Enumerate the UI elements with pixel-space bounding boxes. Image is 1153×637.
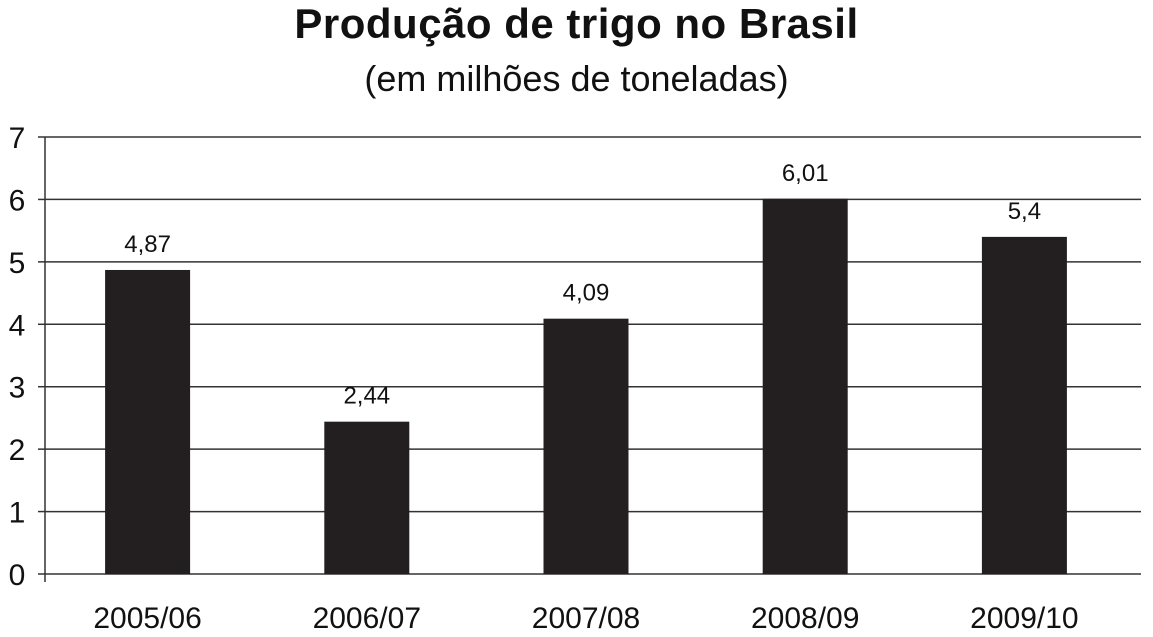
y-tick-label: 5	[9, 247, 26, 280]
y-tick-label: 6	[9, 184, 26, 217]
x-category-label: 2006/07	[313, 602, 421, 635]
axes	[38, 136, 46, 582]
y-tick-label: 4	[9, 309, 26, 342]
labels: 0 1 2 3 4 5 6 7 4,87 2005/06 2,44 2006/07 4,09 2007/0…	[9, 122, 1079, 635]
x-category-label: 2005/06	[93, 602, 201, 635]
y-tick-label: 3	[9, 372, 26, 405]
data-label: 4,09	[563, 280, 610, 307]
data-label: 2,44	[343, 383, 390, 410]
data-label: 6,01	[782, 160, 829, 187]
bar-2009-10	[981, 236, 1067, 574]
data-label: 5,4	[1008, 198, 1041, 225]
y-tick-label: 0	[9, 559, 26, 592]
bar-2005-06	[105, 269, 191, 574]
x-category-label: 2007/08	[532, 602, 640, 635]
bars	[105, 198, 1067, 574]
data-label: 4,87	[124, 231, 171, 258]
x-category-label: 2008/09	[751, 602, 859, 635]
y-tick-label: 2	[9, 434, 26, 467]
y-tick-label: 1	[9, 497, 26, 530]
bar-2006-07	[324, 421, 410, 574]
chart-subtitle: (em milhões de toneladas)	[364, 58, 789, 99]
x-category-label: 2009/10	[970, 602, 1078, 635]
y-tick-label: 7	[9, 122, 26, 155]
chart-title: Produção de trigo no Brasil	[294, 0, 859, 47]
bar-2008-09	[762, 198, 848, 574]
bar-2007-08	[543, 318, 629, 574]
